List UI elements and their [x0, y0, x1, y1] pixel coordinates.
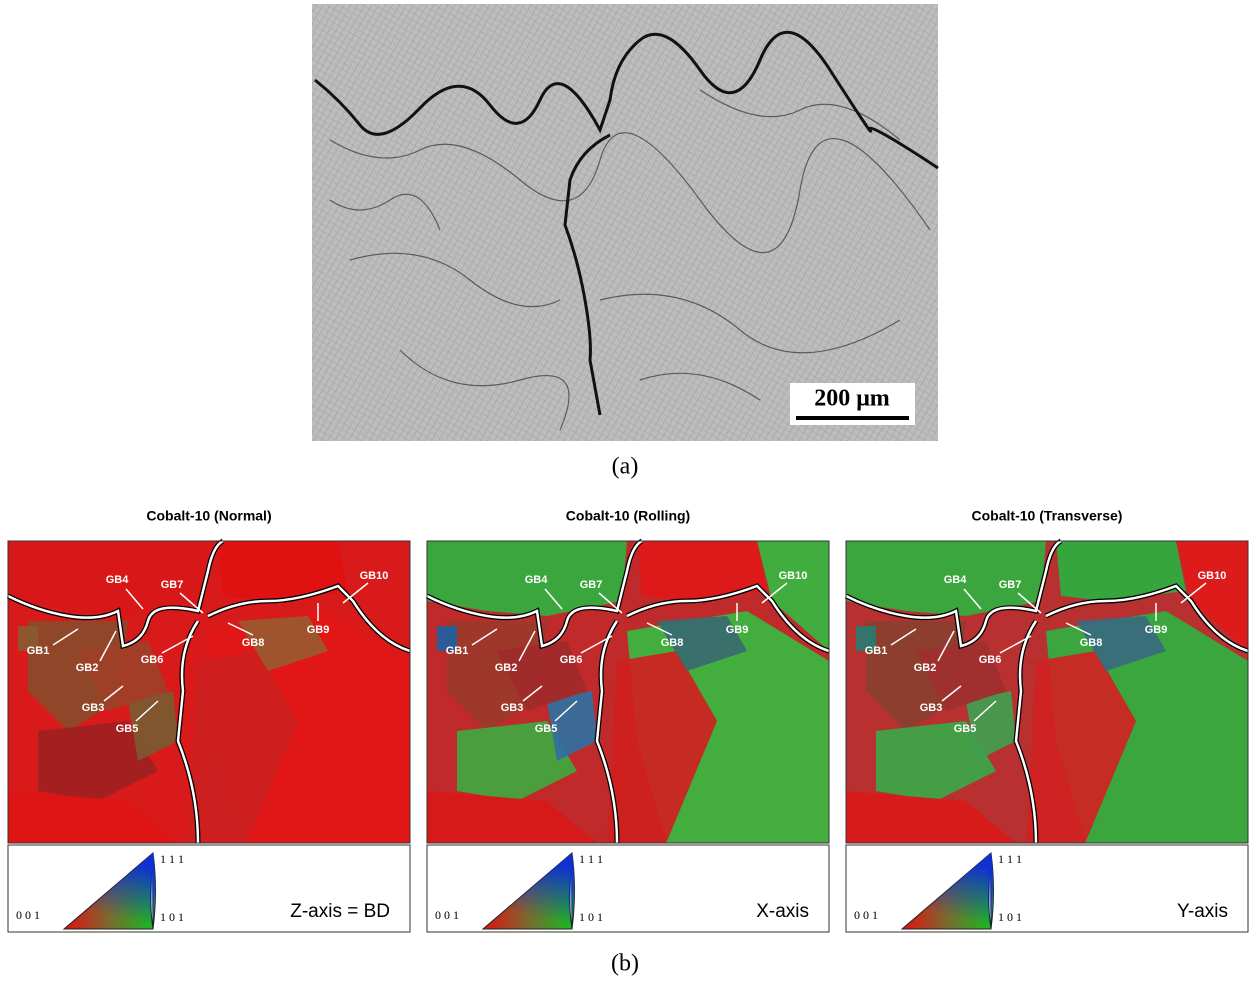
ipf-legend: 0 0 1 1 1 1 1 0 1 Z-axis = BD [8, 845, 410, 932]
gb-label: GB9 [1145, 624, 1168, 636]
axis-label: Z-axis = BD [290, 901, 390, 922]
gb-label: GB4 [106, 574, 130, 586]
map-title: Cobalt-10 (Rolling) [566, 508, 690, 524]
gb-label: GB1 [865, 645, 888, 657]
gb-label: GB5 [116, 723, 139, 735]
gb-label: GB2 [76, 662, 99, 674]
legend-corner: 1 0 1 [160, 910, 184, 924]
gb-label: GB2 [914, 662, 937, 674]
panel-label: (a) [612, 454, 639, 480]
legend-corner: 1 0 1 [998, 910, 1022, 924]
orientation-map: GB1 GB2 GB3 GB4 GB5 GB6 GB7 GB8 GB9 GB10 [8, 541, 410, 843]
gb-label: GB8 [1080, 637, 1103, 649]
axis-label: Y-axis [1177, 901, 1228, 922]
map-title: Cobalt-10 (Transverse) [972, 508, 1123, 524]
gb-label: GB10 [360, 570, 389, 582]
panel-label: (b) [611, 951, 639, 977]
legend-corner: 1 1 1 [160, 852, 184, 866]
gb-label: GB5 [535, 723, 558, 735]
gb-label: GB10 [779, 570, 808, 582]
legend-corner: 0 0 1 [435, 908, 459, 922]
gb-label: GB7 [999, 579, 1022, 591]
gb-label: GB4 [944, 574, 968, 586]
gb-label: GB6 [979, 654, 1002, 666]
gb-label: GB7 [580, 579, 603, 591]
ipf-legend: 0 0 1 1 1 1 1 0 1 X-axis [427, 845, 829, 932]
gb-label: GB2 [495, 662, 518, 674]
gb-label: GB1 [27, 645, 50, 657]
gb-label: GB8 [661, 637, 684, 649]
gb-label: GB6 [560, 654, 583, 666]
axis-label: X-axis [756, 901, 809, 922]
scale-bar [796, 416, 909, 420]
legend-corner: 0 0 1 [854, 908, 878, 922]
gb-label: GB3 [82, 702, 105, 714]
gb-label: GB10 [1198, 570, 1227, 582]
legend-corner: 1 0 1 [579, 910, 603, 924]
scale-bar-label: 200 μm [814, 386, 890, 412]
orientation-map: GB1 GB2 GB3 GB4 GB5 GB6 GB7 GB8 GB9 GB10 [427, 541, 829, 843]
gb-label: GB5 [954, 723, 977, 735]
legend-corner: 1 1 1 [998, 852, 1022, 866]
figure: 200 μm (a) (b) Cobalt-10 (Normal)GB1GB2G… [0, 0, 1250, 981]
gb-label: GB1 [446, 645, 469, 657]
gb-label: GB3 [920, 702, 943, 714]
gb-label: GB3 [501, 702, 524, 714]
gb-label: GB9 [307, 624, 330, 636]
figure-canvas: 200 μm (a) (b) Cobalt-10 (Normal)GB1GB2G… [0, 0, 1250, 981]
gb-label: GB7 [161, 579, 184, 591]
micrograph: 200 μm [312, 4, 938, 441]
legend-corner: 0 0 1 [16, 908, 40, 922]
map-title: Cobalt-10 (Normal) [146, 508, 271, 524]
gb-label: GB6 [141, 654, 164, 666]
orientation-map: GB1 GB2 GB3 GB4 GB5 GB6 GB7 GB8 GB9 GB10 [846, 541, 1248, 843]
gb-label: GB9 [726, 624, 749, 636]
legend-corner: 1 1 1 [579, 852, 603, 866]
ipf-legend: 0 0 1 1 1 1 1 0 1 Y-axis [846, 845, 1248, 932]
gb-label: GB8 [242, 637, 265, 649]
gb-label: GB4 [525, 574, 549, 586]
